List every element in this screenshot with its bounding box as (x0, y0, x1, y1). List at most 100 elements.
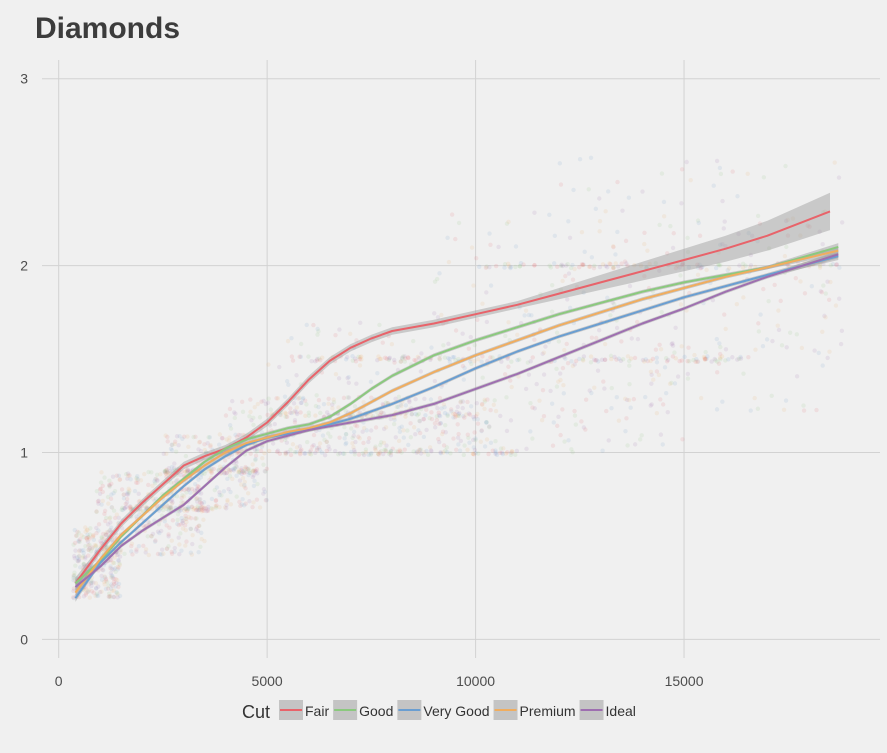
scatter-point (261, 487, 267, 492)
scatter-point (164, 546, 170, 551)
scatter-point (688, 177, 693, 183)
scatter-point (631, 396, 637, 402)
scatter-point (189, 552, 195, 557)
scatter-point (478, 439, 484, 444)
scatter-point (284, 440, 290, 445)
scatter-point (192, 488, 197, 493)
scatter-point (583, 427, 588, 432)
scatter-point (570, 277, 576, 282)
scatter-point (429, 410, 434, 415)
scatter-point (126, 486, 131, 492)
scatter-point (174, 434, 180, 439)
scatter-point (93, 593, 98, 599)
scatter-point (71, 595, 77, 601)
scatter-point (282, 437, 288, 443)
scatter-point (84, 535, 89, 541)
scatter-point (252, 478, 257, 484)
scatter-point (196, 523, 202, 529)
scatter-point (802, 291, 808, 296)
scatter-point (477, 264, 482, 269)
scatter-point (825, 279, 830, 284)
scatter-point (515, 357, 520, 363)
scatter-point (103, 586, 109, 592)
scatter-point (111, 560, 117, 566)
scatter-point (740, 261, 746, 267)
legend-item-ideal[interactable]: Ideal (579, 700, 636, 720)
scatter-point (509, 449, 514, 454)
scatter-point (694, 357, 699, 362)
scatter-point (498, 446, 504, 451)
legend[interactable]: Cut Fair Good Very Good Premium Ideal (242, 700, 636, 722)
scatter-point (209, 470, 214, 475)
scatter-point (350, 358, 356, 363)
legend-item-fair[interactable]: Fair (279, 700, 329, 720)
scatter-point (104, 530, 109, 535)
scatter-point (555, 423, 560, 429)
scatter-point (517, 264, 523, 269)
scatter-point (547, 263, 552, 268)
scatter-point (839, 328, 845, 333)
scatter-point (386, 357, 392, 363)
scatter-point (322, 437, 327, 443)
scatter-point (373, 425, 379, 430)
scatter-point (313, 403, 319, 409)
scatter-point (626, 397, 632, 403)
scatter-point (188, 550, 194, 555)
scatter-point (581, 425, 587, 430)
scatter-point (263, 469, 268, 474)
scatter-point (526, 372, 532, 377)
scatter-point (166, 532, 171, 537)
scatter-point (407, 398, 412, 403)
scatter-point (389, 342, 395, 347)
confidence-bands-layer (75, 192, 839, 602)
scatter-point (392, 360, 397, 365)
scatter-point (162, 469, 168, 475)
scatter-point (111, 579, 117, 585)
scatter-point (720, 242, 725, 247)
scatter-point (498, 413, 503, 419)
scatter-point (373, 448, 378, 453)
scatter-point (82, 588, 87, 593)
scatter-point (239, 467, 244, 473)
scatter-point (678, 302, 684, 307)
scatter-point (709, 359, 714, 364)
legend-item-very-good[interactable]: Very Good (397, 700, 490, 720)
scatter-point (96, 522, 102, 527)
scatter-point (324, 439, 329, 444)
scatter-point (394, 449, 399, 454)
scatter-point (416, 411, 422, 416)
scatter-point (99, 535, 105, 541)
scatter-point (94, 586, 99, 591)
legend-item-premium[interactable]: Premium (493, 700, 576, 720)
scatter-point (351, 429, 357, 435)
scatter-point (346, 375, 351, 380)
scatter-point (317, 447, 322, 453)
scatter-point (363, 447, 369, 452)
scatter-point (195, 507, 201, 513)
scatter-point (272, 421, 277, 427)
legend-item-good[interactable]: Good (333, 700, 393, 720)
scatter-point (675, 374, 681, 379)
scatter-point (186, 506, 191, 512)
scatter-point (622, 259, 628, 264)
scatter-point (377, 450, 382, 455)
scatter-point (89, 580, 94, 585)
scatter-point (597, 264, 603, 270)
scatter-point (471, 437, 476, 443)
scatter-point (566, 438, 571, 443)
scatter-point (472, 358, 477, 364)
scatter-point (96, 584, 101, 589)
scatter-point (456, 356, 461, 362)
scatter-point (186, 444, 191, 450)
scatter-point (198, 505, 203, 510)
scatter-point (202, 442, 207, 447)
scatter-point (92, 543, 98, 548)
scatter-point (290, 442, 296, 447)
scatter-point (552, 261, 557, 266)
scatter-point (548, 388, 553, 394)
scatter-point (687, 359, 692, 364)
scatter-point (303, 413, 308, 419)
scatter-point (164, 471, 169, 477)
scatter-point (112, 488, 118, 494)
scatter-point (479, 359, 484, 364)
